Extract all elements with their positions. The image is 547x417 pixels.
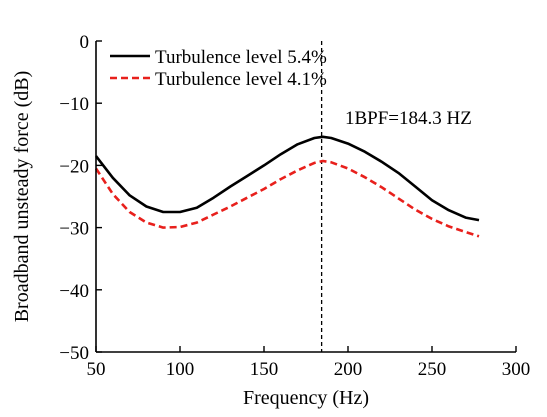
x-tick-label: 150: [250, 359, 279, 380]
x-axis-title: Frequency (Hz): [243, 387, 369, 409]
x-tick-label: 50: [87, 359, 106, 380]
x-tick-label: 100: [166, 359, 195, 380]
series-line-2: [94, 159, 480, 238]
legend-label-2: Turbulence level 4.1%: [155, 69, 327, 90]
x-tick-label: 300: [502, 359, 531, 380]
plot-area: [94, 41, 480, 352]
y-axis-title: Broadband unsteady force (dB): [11, 71, 33, 323]
y-tick-label: −10: [59, 94, 89, 115]
y-tick-label: 0: [80, 32, 90, 53]
legend-label-1: Turbulence level 5.4%: [155, 47, 327, 68]
y-tick-label: −20: [59, 156, 89, 177]
y-tick-label: −30: [59, 219, 89, 240]
bpf-annotation: 1BPF=184.3 HZ: [345, 108, 472, 129]
y-tick-label: −40: [59, 281, 89, 302]
axes: 50 100 150 200 250 300 0 −10 −20 −30 −40 −50: [59, 32, 530, 380]
x-tick-label: 200: [334, 359, 363, 380]
series-line-1: [94, 135, 480, 222]
x-tick-label: 250: [418, 359, 447, 380]
y-tick-label: −50: [59, 343, 89, 364]
legend: Turbulence level 5.4%Turbulence level 4.…: [110, 47, 327, 90]
